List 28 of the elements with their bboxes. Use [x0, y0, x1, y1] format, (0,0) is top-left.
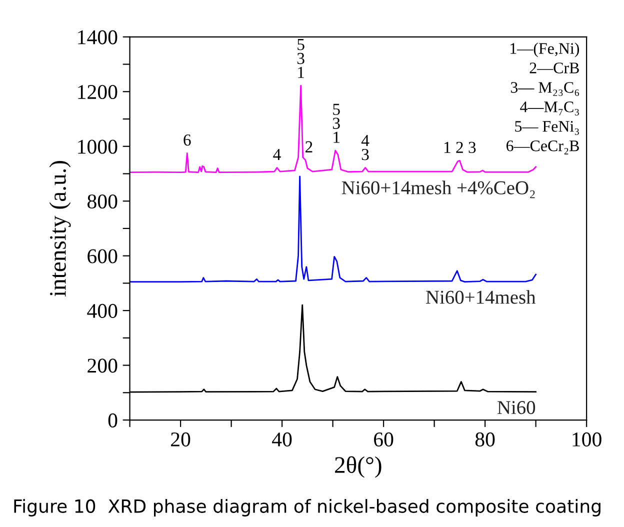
y-tick-label: 200 — [88, 358, 118, 373]
y-tick-label: 600 — [88, 249, 118, 264]
y-tick-label: 1000 — [78, 140, 118, 154]
annotation: 6 — [184, 134, 191, 146]
annotation: 5 3 1 — [297, 39, 304, 78]
y-tick-label: 800 — [88, 194, 118, 209]
x-tick-label: 40 — [272, 432, 292, 446]
annotation: 4 — [273, 149, 281, 160]
x-axis-title: 2θ(°) — [335, 456, 382, 478]
y-tick-label: 1400 — [78, 30, 118, 44]
line-series — [130, 176, 537, 283]
annotation: 1—(Fe,Ni) 2—CrB 3— M₂₃C₆ 4—M₇C₃ 5— FeNi₃ 6—CeCr₂B — [506, 42, 580, 154]
x-tick-label: 100 — [572, 432, 602, 446]
x-tick-label: 80 — [475, 432, 495, 446]
annotation: 2 — [306, 141, 312, 152]
annotation: 5 3 1 — [332, 104, 340, 143]
y-axis-title: intensity (a.u.) — [49, 160, 71, 296]
annotation: 1 2 3 — [444, 142, 476, 154]
series-label: Ni60 — [497, 401, 536, 414]
x-tick-label: 20 — [171, 432, 190, 446]
y-tick-label: 1200 — [78, 84, 118, 100]
caption: Figure 10 XRD phase diagram of nickel-based composite coating — [14, 498, 600, 516]
series-label: Ni60+14mesh +4%CeO₂ — [342, 180, 535, 198]
y-tick-label: 0 — [108, 413, 118, 428]
x-tick-label: 60 — [374, 432, 394, 446]
y-tick-label: 400 — [87, 304, 118, 318]
series-label: Ni60+14mesh — [426, 290, 536, 304]
annotation: 4 3 — [361, 135, 370, 160]
